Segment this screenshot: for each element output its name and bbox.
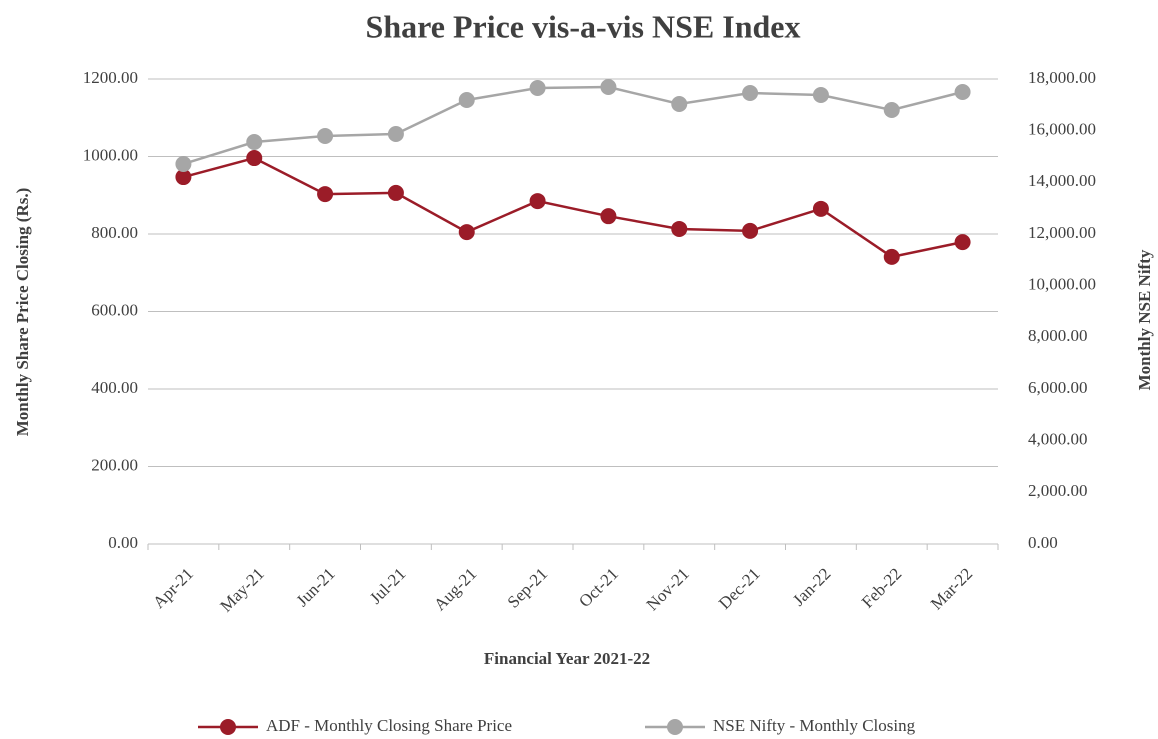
data-point [175, 155, 192, 172]
x-tick-label: May-21 [216, 564, 267, 615]
y2-tick-label: 0.00 [1028, 533, 1058, 552]
data-point [742, 222, 759, 239]
x-tick-label: Oct-21 [575, 564, 622, 611]
y-tick-label: 1000.00 [83, 145, 138, 164]
data-point [246, 150, 263, 167]
legend-marker [667, 719, 683, 735]
y2-tick-label: 18,000.00 [1028, 68, 1096, 87]
data-point [175, 169, 192, 186]
legend-label: ADF - Monthly Closing Share Price [266, 716, 512, 735]
y-tick-label: 400.00 [91, 378, 138, 397]
data-point [883, 248, 900, 265]
x-tick-label: Mar-22 [927, 564, 976, 613]
data-point [529, 79, 546, 96]
x-tick-label: Dec-21 [715, 564, 764, 613]
x-axis-label: Financial Year 2021-22 [484, 649, 650, 668]
x-tick-label: Nov-21 [643, 564, 693, 614]
legend-label: NSE Nifty - Monthly Closing [713, 716, 916, 735]
y2-tick-label: 6,000.00 [1028, 378, 1088, 397]
data-point [529, 193, 546, 210]
data-point [246, 134, 263, 151]
data-point [954, 83, 971, 100]
y-tick-label: 600.00 [91, 300, 138, 319]
y2-tick-label: 2,000.00 [1028, 481, 1088, 500]
data-point [812, 200, 829, 217]
data-point [317, 186, 334, 203]
y2-tick-label: 16,000.00 [1028, 120, 1096, 139]
data-point [600, 79, 617, 96]
data-point [812, 86, 829, 103]
data-point [458, 92, 475, 109]
data-point [387, 184, 404, 201]
x-tick-label: Aug-21 [430, 564, 480, 614]
series-line [183, 85, 963, 166]
x-tick-label: Sep-21 [504, 564, 551, 611]
y2-tick-label: 4,000.00 [1028, 430, 1088, 449]
x-tick-label: Jun-21 [293, 564, 339, 610]
data-point [387, 125, 404, 142]
data-point [742, 85, 759, 102]
y-tick-label: 200.00 [91, 455, 138, 474]
data-point [671, 220, 688, 237]
data-point [671, 96, 688, 113]
y2-axis-label: Monthly NSE Nifty [1135, 249, 1154, 390]
y2-tick-label: 10,000.00 [1028, 275, 1096, 294]
legend-marker [220, 719, 236, 735]
data-point [600, 208, 617, 225]
data-point [317, 127, 334, 144]
y-tick-label: 1200.00 [83, 68, 138, 87]
data-point [954, 234, 971, 251]
data-point [883, 102, 900, 118]
x-tick-label: Jul-21 [366, 564, 409, 607]
y2-tick-label: 14,000.00 [1028, 171, 1096, 190]
y-tick-label: 800.00 [91, 223, 138, 242]
series-line [183, 156, 963, 259]
chart-title: Share Price vis-a-vis NSE Index [366, 8, 801, 44]
y2-tick-label: 12,000.00 [1028, 223, 1096, 242]
x-tick-label: Jan-22 [789, 564, 834, 609]
x-tick-label: Apr-21 [149, 564, 197, 612]
y-axis-label: Monthly Share Price Closing (Rs.) [13, 188, 32, 437]
y2-tick-label: 8,000.00 [1028, 326, 1088, 345]
data-point [458, 224, 475, 241]
x-tick-label: Feb-22 [858, 564, 905, 611]
y-tick-label: 0.00 [108, 533, 138, 552]
